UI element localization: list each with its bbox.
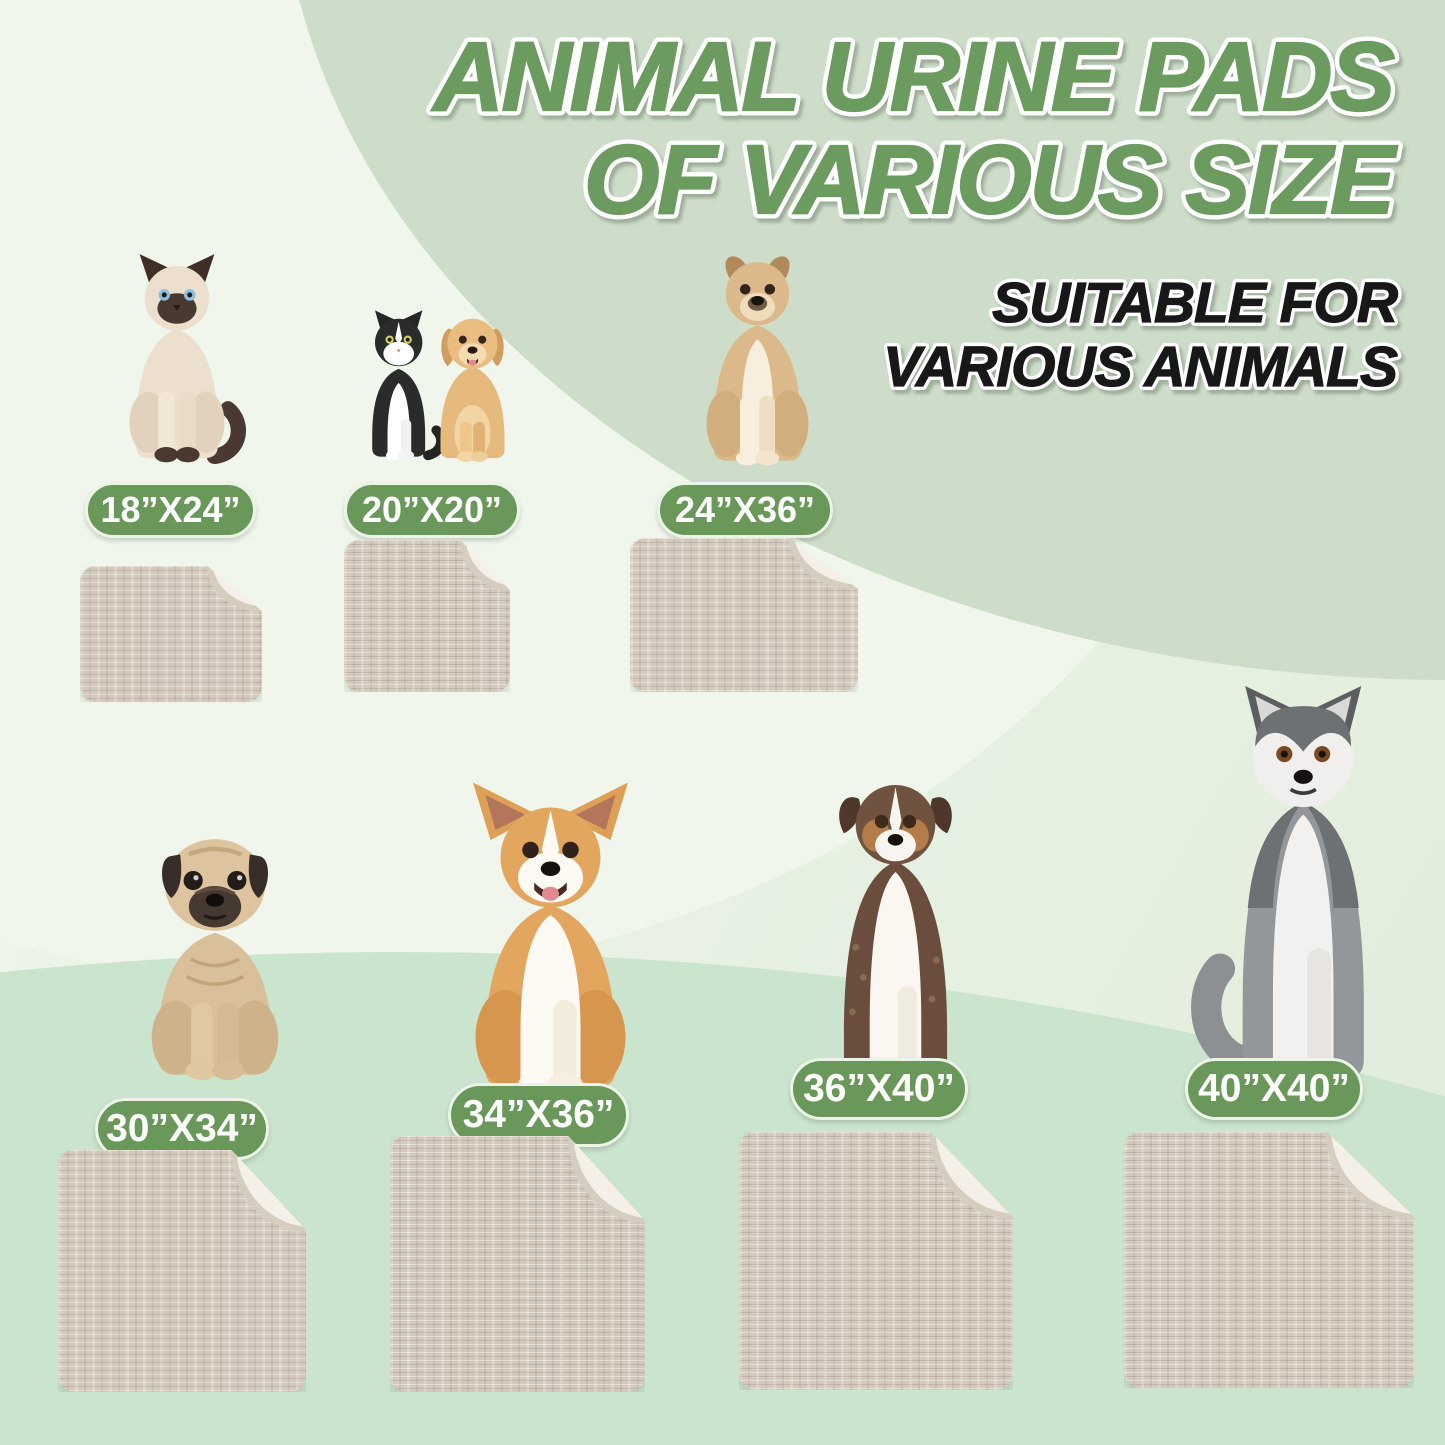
- pug-image: [151, 839, 279, 1080]
- pad-30x34: [58, 1150, 306, 1392]
- tan-dog-image: [706, 256, 809, 466]
- title-line-2-outline: OF VARIOUS SIZE: [584, 125, 1398, 234]
- headline: ANIMAL URINE PADS ANIMAL URINE PADS OF V…: [426, 17, 1406, 404]
- pad-36x40: [739, 1132, 1013, 1390]
- size-badge-20x20: 20”X20”: [344, 482, 520, 538]
- husky-image: [1191, 685, 1364, 1086]
- size-badge-36x40: 36”X40”: [790, 1058, 968, 1120]
- pad-18x24: [80, 566, 262, 702]
- pad-20x20: [344, 540, 510, 692]
- pad-24x36: [630, 538, 858, 692]
- title-line-1: ANIMAL URINE PADS: [432, 22, 1395, 131]
- subtitle-line-1-outline: SUITABLE FOR: [992, 271, 1398, 335]
- pad-40x40: [1124, 1132, 1414, 1388]
- size-badge-24x36: 24”X36”: [657, 482, 833, 538]
- size-badge-40x40: 40”X40”: [1185, 1058, 1363, 1120]
- title-line-2: OF VARIOUS SIZE: [584, 125, 1398, 234]
- title-line-1-outline: ANIMAL URINE PADS: [432, 22, 1395, 131]
- australian-shepherd-image: [839, 784, 952, 1099]
- subtitle-line-1: SUITABLE FOR: [992, 271, 1398, 335]
- subtitle-line-2-outline: VARIOUS ANIMALS: [883, 335, 1398, 399]
- siamese-cat-image: [129, 254, 246, 465]
- corgi-image: [473, 782, 628, 1095]
- subtitle-line-2: VARIOUS ANIMALS: [883, 335, 1398, 399]
- cat-and-puppy-image: [372, 310, 505, 462]
- size-badge-18x24: 18”X24”: [85, 482, 256, 538]
